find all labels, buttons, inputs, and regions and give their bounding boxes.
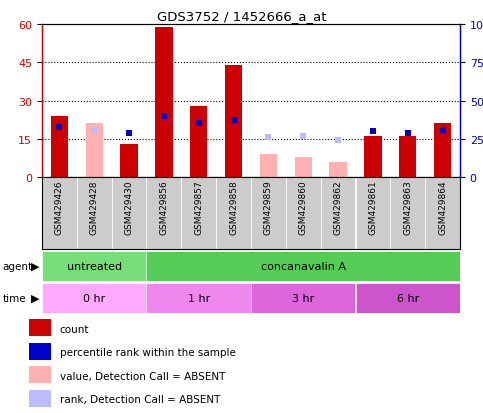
- Bar: [85, 124, 103, 178]
- Text: GSM429860: GSM429860: [299, 180, 308, 234]
- Bar: [286, 178, 321, 249]
- Text: time: time: [2, 293, 26, 303]
- Text: 1 hr: 1 hr: [187, 293, 210, 303]
- Bar: [146, 178, 181, 249]
- Bar: [216, 178, 251, 249]
- Bar: [181, 178, 216, 249]
- Text: concanavalin A: concanavalin A: [261, 261, 346, 271]
- Bar: [425, 178, 460, 249]
- Text: GSM429862: GSM429862: [334, 180, 342, 234]
- Text: rank, Detection Call = ABSENT: rank, Detection Call = ABSENT: [60, 394, 220, 404]
- Bar: [355, 283, 460, 313]
- Bar: [251, 283, 355, 313]
- Text: agent: agent: [2, 261, 32, 271]
- Text: 0 hr: 0 hr: [83, 293, 105, 303]
- Text: value, Detection Call = ABSENT: value, Detection Call = ABSENT: [60, 371, 225, 381]
- Bar: [112, 178, 146, 249]
- Text: percentile rank within the sample: percentile rank within the sample: [60, 347, 236, 357]
- Bar: [260, 155, 277, 178]
- Text: GSM429857: GSM429857: [194, 180, 203, 234]
- Bar: [329, 162, 347, 178]
- Bar: [28, 366, 51, 383]
- Text: GSM429430: GSM429430: [125, 180, 134, 234]
- Text: ▶: ▶: [31, 261, 40, 271]
- Text: untreated: untreated: [67, 261, 122, 271]
- Bar: [190, 106, 208, 178]
- Text: GSM429426: GSM429426: [55, 180, 64, 234]
- Text: 3 hr: 3 hr: [292, 293, 314, 303]
- Text: GSM429859: GSM429859: [264, 180, 273, 234]
- Bar: [434, 124, 451, 178]
- Bar: [155, 28, 172, 178]
- Bar: [364, 137, 382, 178]
- Bar: [42, 252, 146, 281]
- Bar: [77, 178, 112, 249]
- Text: 6 hr: 6 hr: [397, 293, 419, 303]
- Bar: [42, 283, 146, 313]
- Bar: [28, 390, 51, 407]
- Bar: [399, 137, 416, 178]
- Bar: [251, 178, 286, 249]
- Bar: [42, 178, 77, 249]
- Text: GSM429863: GSM429863: [403, 180, 412, 234]
- Bar: [120, 145, 138, 178]
- Bar: [28, 320, 51, 336]
- Text: GSM429864: GSM429864: [438, 180, 447, 234]
- Bar: [355, 178, 390, 249]
- Bar: [295, 157, 312, 178]
- Bar: [390, 178, 425, 249]
- Bar: [28, 343, 51, 360]
- Bar: [225, 66, 242, 178]
- Text: GSM429856: GSM429856: [159, 180, 169, 234]
- Text: GDS3752 / 1452666_a_at: GDS3752 / 1452666_a_at: [157, 10, 326, 23]
- Text: GSM429428: GSM429428: [90, 180, 99, 234]
- Bar: [146, 252, 460, 281]
- Bar: [146, 283, 251, 313]
- Text: count: count: [60, 324, 89, 334]
- Bar: [51, 116, 68, 178]
- Text: ▶: ▶: [31, 293, 40, 303]
- Text: GSM429861: GSM429861: [369, 180, 377, 234]
- Text: GSM429858: GSM429858: [229, 180, 238, 234]
- Bar: [321, 178, 355, 249]
